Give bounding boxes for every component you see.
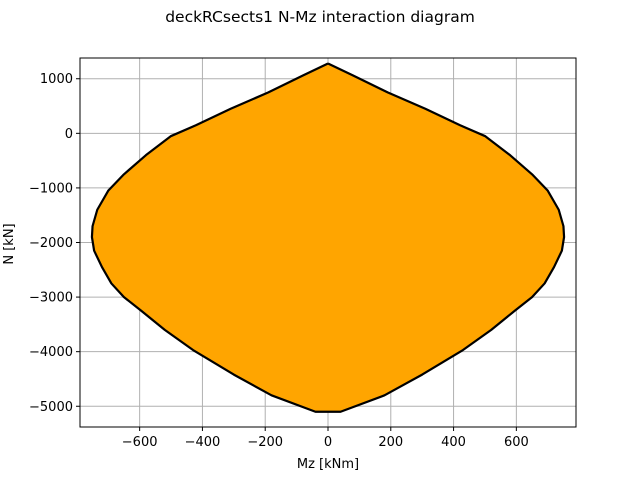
y-axis-label: N [kN]: [2, 223, 17, 264]
x-tick-label: 600: [504, 435, 529, 450]
y-tick-label: −3000: [29, 291, 73, 306]
y-tick-label: −2000: [29, 236, 73, 251]
x-axis-label: Mz [kNm]: [297, 457, 359, 472]
y-tick-label: −1000: [29, 181, 73, 196]
chart-title: deckRCsects1 N-Mz interaction diagram: [165, 8, 475, 26]
x-tick-label: −400: [185, 435, 221, 450]
y-tick-label: 1000: [40, 72, 73, 87]
data-layer: [90, 62, 566, 413]
x-tick-label: −600: [122, 435, 158, 450]
tick-layer: −600 −400 −200 0 200 400 60010000−1000−2000−30…: [29, 72, 529, 450]
interaction-envelope-fill: [91, 63, 565, 412]
x-tick-label: 200: [378, 435, 403, 450]
x-tick-label: −200: [247, 435, 283, 450]
x-tick-label: 400: [441, 435, 466, 450]
x-tick-label: 0: [324, 435, 332, 450]
interaction-envelope-outline: [90, 62, 566, 413]
y-tick-label: 0: [65, 127, 73, 142]
y-tick-label: −5000: [29, 400, 73, 415]
y-tick-label: −4000: [29, 345, 73, 360]
